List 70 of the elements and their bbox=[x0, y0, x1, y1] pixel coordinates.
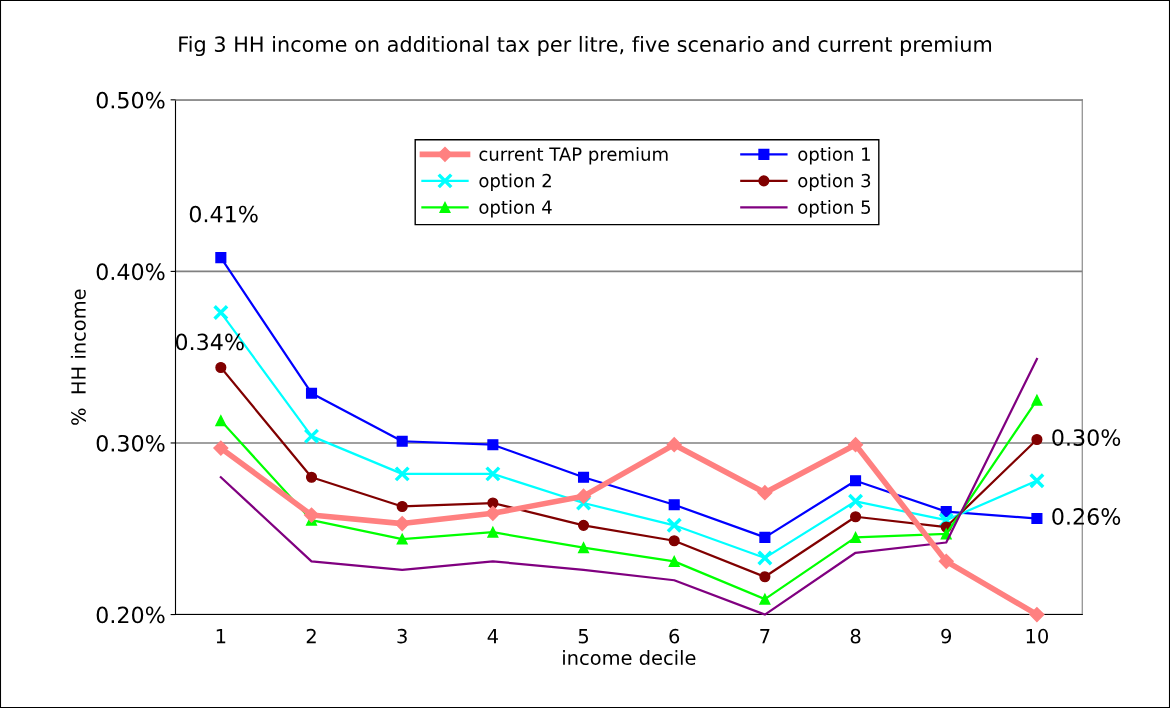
point bbox=[396, 500, 408, 513]
point bbox=[666, 437, 682, 453]
x-tick-label: 3 bbox=[397, 628, 407, 644]
legend-label: option 4 bbox=[479, 199, 552, 218]
point bbox=[666, 517, 683, 534]
point bbox=[396, 533, 408, 545]
point bbox=[303, 428, 320, 445]
point bbox=[1028, 472, 1045, 489]
point bbox=[759, 531, 771, 543]
x-axis-title: income decile bbox=[563, 650, 696, 666]
point bbox=[938, 553, 954, 569]
point bbox=[487, 526, 499, 538]
y-tick-label: 0.50% bbox=[96, 91, 165, 109]
point bbox=[575, 488, 592, 504]
point bbox=[668, 535, 680, 547]
point bbox=[215, 361, 227, 374]
point bbox=[396, 435, 408, 447]
point bbox=[850, 511, 862, 523]
legend-label: option 2 bbox=[479, 173, 551, 191]
legend-label: current TAP premium bbox=[479, 146, 668, 165]
y-tick-label: 0.20% bbox=[96, 606, 165, 624]
point bbox=[850, 531, 862, 543]
x-tick-label: 5 bbox=[578, 629, 589, 644]
y-axis-title: % HH income bbox=[70, 289, 86, 425]
point bbox=[484, 465, 501, 482]
point bbox=[215, 415, 227, 427]
point bbox=[759, 593, 771, 605]
point bbox=[575, 495, 592, 512]
point bbox=[847, 437, 864, 453]
x-tick-label: 4 bbox=[487, 629, 498, 644]
legend-label: option 3 bbox=[798, 173, 871, 191]
chart-title: Fig 3 HH income on additional tax per litre, five scenario and current premium bbox=[179, 35, 992, 57]
data-label: 0.34% bbox=[175, 333, 244, 351]
point bbox=[756, 549, 773, 566]
x-tick-label: 10 bbox=[1026, 628, 1048, 644]
point bbox=[850, 475, 862, 487]
point bbox=[212, 304, 229, 321]
x-tick-label: 6 bbox=[669, 628, 680, 644]
legend-label: option 1 bbox=[798, 146, 870, 165]
point bbox=[1031, 394, 1043, 406]
x-tick-label: 7 bbox=[760, 629, 770, 644]
point bbox=[757, 485, 773, 501]
point bbox=[305, 471, 318, 483]
x-tick-label: 2 bbox=[306, 628, 316, 644]
legend-label: option 5 bbox=[798, 199, 871, 218]
data-label: 0.26% bbox=[1052, 508, 1121, 525]
y-tick-label: 0.40% bbox=[96, 263, 165, 281]
data-label: 0.30% bbox=[1052, 429, 1121, 446]
x-tick-label: 8 bbox=[850, 628, 861, 644]
x-tick-label: 1 bbox=[216, 629, 226, 644]
point bbox=[668, 499, 680, 511]
point bbox=[577, 471, 590, 483]
x-tick-label: 9 bbox=[941, 628, 952, 644]
point bbox=[394, 465, 411, 482]
point bbox=[1031, 512, 1043, 525]
point bbox=[305, 387, 318, 399]
y-tick-label: 0.30% bbox=[96, 434, 165, 452]
point bbox=[577, 519, 590, 531]
point bbox=[1031, 433, 1043, 446]
point bbox=[215, 252, 227, 264]
data-label: 0.41% bbox=[189, 205, 258, 223]
point bbox=[485, 505, 501, 521]
point bbox=[213, 440, 229, 456]
point bbox=[668, 555, 680, 567]
point bbox=[487, 439, 499, 451]
point bbox=[847, 493, 864, 510]
point bbox=[303, 507, 320, 523]
point bbox=[577, 542, 590, 554]
point bbox=[759, 571, 771, 583]
point bbox=[1029, 606, 1045, 623]
